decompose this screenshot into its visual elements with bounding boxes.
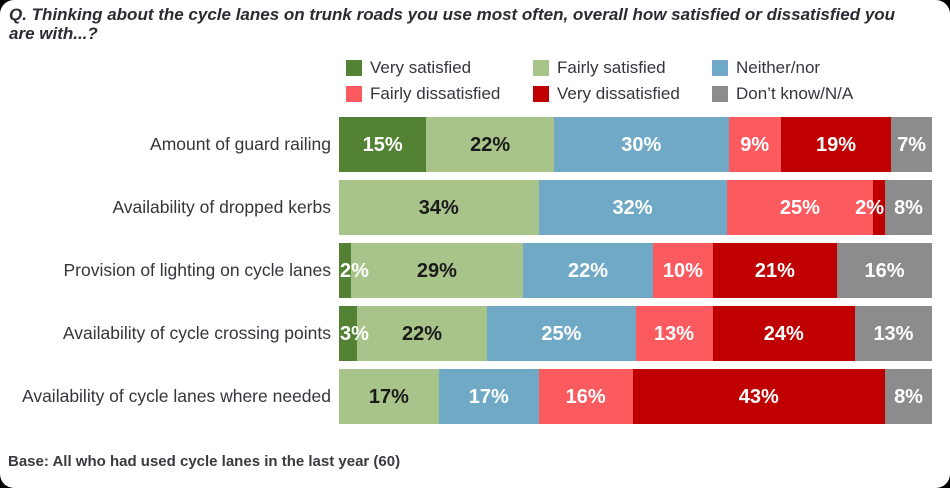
stacked-bar: 3% 22% 25% 13% 24% 13% — [339, 306, 932, 361]
bar-segment: 30% — [554, 117, 729, 172]
bar-segment: 16% — [837, 243, 932, 298]
segment-value-label: 10% — [662, 259, 703, 282]
segment-value-label: 8% — [894, 385, 923, 408]
category-label: Availability of cycle lanes where needed — [21, 385, 331, 406]
bar-segment: 25% — [487, 306, 636, 361]
segment-value-label: 34% — [418, 196, 459, 219]
bar-segment: 25% — [726, 180, 874, 235]
segment-value-label: 43% — [738, 385, 779, 408]
bar-segment: 32% — [538, 180, 727, 235]
segment-value-label: 30% — [621, 133, 662, 156]
legend: Very satisfied Fairly satisfied Neither/no… — [346, 59, 853, 102]
legend-label: Fairly satisfied — [557, 58, 666, 77]
category-label: Amount of guard railing — [150, 133, 331, 154]
segment-value-label: 17% — [368, 385, 409, 408]
legend-label: Very dissatisfied — [557, 84, 680, 103]
category-label: Availability of cycle crossing points — [62, 322, 331, 343]
legend-swatch — [712, 85, 728, 102]
segment-value-label: 25% — [541, 322, 582, 345]
bar-segment: 8% — [885, 369, 932, 424]
segment-value-label: 21% — [754, 259, 795, 282]
chart-row: Provision of lighting on cycle lanes 2% 29… — [0, 243, 932, 298]
chart-row: Availability of dropped kerbs 34% 32% 25% 2%… — [0, 180, 932, 235]
legend-item-very-satisfied: Very satisfied — [346, 59, 533, 76]
bar-segment: 29% — [350, 243, 523, 298]
bar-segment: 13% — [854, 306, 932, 361]
stacked-bar: 34% 32% 25% 2% 8% — [339, 180, 932, 235]
segment-value-label: 9% — [740, 133, 770, 156]
legend-label: Fairly dissatisfied — [370, 84, 501, 103]
segment-value-label: 13% — [654, 322, 695, 345]
bar-segment: 22% — [356, 306, 488, 361]
segment-value-label: 17% — [468, 385, 509, 408]
segment-value-label: 25% — [779, 196, 820, 219]
bar-segment: 34% — [339, 180, 539, 235]
bar-segment: 15% — [339, 117, 427, 172]
legend-label: Don’t know/N/A — [736, 84, 854, 103]
legend-label: Very satisfied — [370, 58, 472, 77]
segment-value-label: 24% — [763, 322, 804, 345]
bar-segment: 19% — [780, 117, 892, 172]
stacked-bar: 15% 22% 30% 9% 19% 7% — [339, 117, 932, 172]
bar-segment: 8% — [885, 180, 932, 235]
legend-swatch — [533, 85, 549, 102]
chart-row: Amount of guard railing 15% 22% 30% 9% 19% 7% — [0, 117, 932, 172]
chart-rows: Amount of guard railing 15% 22% 30% 9% 19% 7% A… — [0, 117, 932, 432]
segment-value-label: 22% — [402, 322, 443, 345]
bar-segment: 17% — [339, 369, 439, 424]
segment-value-label: 29% — [416, 259, 457, 282]
segment-value-label: 2% — [855, 196, 885, 219]
bar-segment: 16% — [538, 369, 633, 424]
bar-segment: 10% — [653, 243, 713, 298]
bar-segment: 22% — [426, 117, 555, 172]
segment-value-label: 13% — [873, 322, 914, 345]
chart-row: Availability of cycle lanes where needed… — [0, 369, 932, 424]
bar-segment: 17% — [438, 369, 539, 424]
segment-value-label: 8% — [894, 196, 923, 219]
stacked-bar: 17% 17% 16% 43% 8% — [339, 369, 932, 424]
segment-value-label: 22% — [568, 259, 609, 282]
legend-swatch — [346, 85, 362, 102]
segment-value-label: 16% — [864, 259, 905, 282]
segment-value-label: 16% — [565, 385, 606, 408]
segment-value-label: 3% — [340, 322, 369, 345]
segment-value-label: 15% — [362, 133, 403, 156]
legend-item-very-dissatisfied: Very dissatisfied — [533, 85, 712, 102]
segment-value-label: 19% — [816, 133, 857, 156]
base-note: Base: All who had used cycle lanes in th… — [8, 453, 401, 470]
bar-segment: 3% — [339, 306, 369, 361]
segment-value-label: 32% — [612, 196, 653, 219]
bar-segment: 7% — [891, 117, 932, 172]
legend-item-fairly-dissatisfied: Fairly dissatisfied — [346, 85, 533, 102]
bar-segment: 2% — [339, 243, 369, 298]
segment-value-label: 7% — [897, 133, 927, 156]
bar-segment: 22% — [522, 243, 654, 298]
category-label: Provision of lighting on cycle lanes — [63, 259, 331, 280]
legend-item-don-t-know-n-a: Don’t know/N/A — [712, 85, 853, 102]
segment-value-label: 2% — [340, 259, 369, 282]
bar-segment: 2% — [855, 180, 886, 235]
bar-segment: 9% — [728, 117, 781, 172]
legend-item-fairly-satisfied: Fairly satisfied — [533, 59, 712, 76]
category-label: Availability of dropped kerbs — [112, 196, 331, 217]
chart-title: Q. Thinking about the cycle lanes on tru… — [9, 5, 896, 44]
segment-value-label: 22% — [470, 133, 511, 156]
bar-segment: 21% — [712, 243, 838, 298]
legend-swatch — [346, 59, 362, 76]
legend-swatch — [533, 59, 549, 76]
chart-row: Availability of cycle crossing points 3% 2… — [0, 306, 932, 361]
bar-segment: 13% — [635, 306, 713, 361]
stacked-bar: 2% 29% 22% 10% 21% 16% — [339, 243, 932, 298]
bar-segment: 24% — [712, 306, 855, 361]
legend-swatch — [712, 59, 728, 76]
legend-item-neither-nor: Neither/nor — [712, 59, 853, 76]
bar-segment: 43% — [632, 369, 886, 424]
legend-label: Neither/nor — [736, 58, 821, 77]
